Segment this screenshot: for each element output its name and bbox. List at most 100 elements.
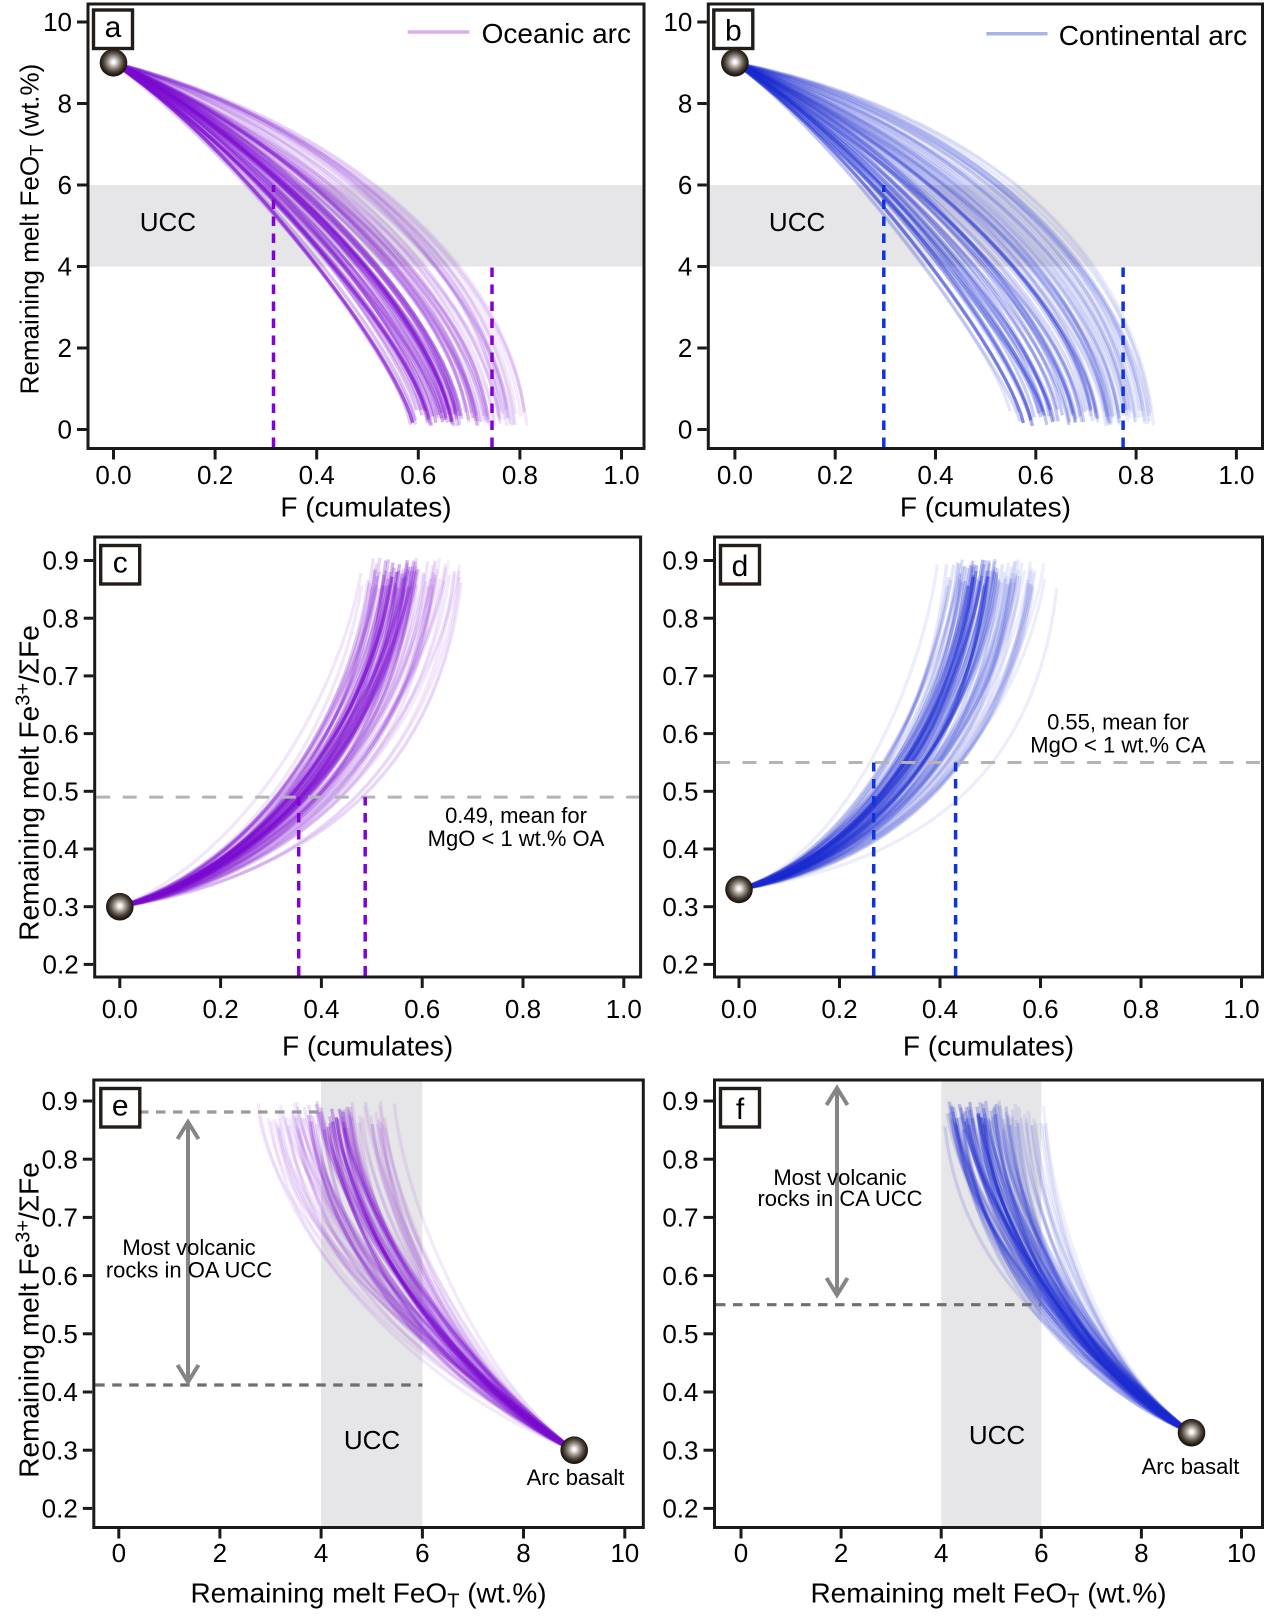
svg-text:0.6: 0.6 xyxy=(1018,460,1054,490)
svg-text:0.5: 0.5 xyxy=(43,777,79,807)
svg-text:0.0: 0.0 xyxy=(721,994,757,1024)
svg-text:4: 4 xyxy=(934,1538,948,1568)
svg-text:2: 2 xyxy=(58,333,72,363)
svg-text:0.8: 0.8 xyxy=(43,603,79,633)
svg-text:F (cumulates): F (cumulates) xyxy=(903,1031,1074,1062)
svg-text:10: 10 xyxy=(1227,1538,1256,1568)
svg-text:0.5: 0.5 xyxy=(42,1319,78,1349)
svg-text:0.0: 0.0 xyxy=(102,994,138,1024)
svg-text:0.8: 0.8 xyxy=(502,460,538,490)
svg-text:0.6: 0.6 xyxy=(1022,994,1058,1024)
svg-text:0.49, mean for: 0.49, mean for xyxy=(445,803,587,828)
svg-text:0.2: 0.2 xyxy=(662,1494,698,1524)
svg-text:0.2: 0.2 xyxy=(43,950,79,980)
svg-text:0.4: 0.4 xyxy=(662,1377,698,1407)
svg-text:1.0: 1.0 xyxy=(603,460,639,490)
svg-text:0.9: 0.9 xyxy=(42,1086,78,1116)
svg-text:0.0: 0.0 xyxy=(717,460,753,490)
svg-text:0: 0 xyxy=(58,415,72,445)
svg-text:8: 8 xyxy=(516,1538,530,1568)
svg-text:Arc basalt: Arc basalt xyxy=(1142,1454,1240,1479)
svg-text:F (cumulates): F (cumulates) xyxy=(280,492,451,523)
svg-text:4: 4 xyxy=(58,252,72,282)
svg-text:6: 6 xyxy=(58,170,72,200)
svg-text:Continental arc: Continental arc xyxy=(1059,20,1247,51)
svg-text:0.8: 0.8 xyxy=(42,1144,78,1174)
svg-text:0.3: 0.3 xyxy=(42,1435,78,1465)
svg-text:0.8: 0.8 xyxy=(662,1144,698,1174)
svg-text:d: d xyxy=(732,550,749,583)
svg-text:UCC: UCC xyxy=(769,207,825,237)
svg-text:0.5: 0.5 xyxy=(662,1319,698,1349)
svg-text:0.4: 0.4 xyxy=(42,1377,78,1407)
svg-text:0: 0 xyxy=(734,1538,748,1568)
svg-text:10: 10 xyxy=(663,7,692,37)
svg-text:0.2: 0.2 xyxy=(821,994,857,1024)
svg-text:Arc basalt: Arc basalt xyxy=(527,1465,625,1490)
svg-text:Remaining melt FeOT (wt.%): Remaining melt FeOT (wt.%) xyxy=(810,1578,1166,1613)
svg-text:Remaining melt FeOT (wt.%): Remaining melt FeOT (wt.%) xyxy=(190,1578,546,1613)
svg-text:6: 6 xyxy=(415,1538,429,1568)
svg-text:0.4: 0.4 xyxy=(662,834,698,864)
svg-text:1.0: 1.0 xyxy=(1223,994,1259,1024)
svg-text:0: 0 xyxy=(678,415,692,445)
svg-text:MgO < 1 wt.% OA: MgO < 1 wt.% OA xyxy=(428,826,605,851)
svg-text:1.0: 1.0 xyxy=(606,994,642,1024)
svg-text:rocks in CA UCC: rocks in CA UCC xyxy=(757,1186,922,1211)
svg-text:6: 6 xyxy=(678,170,692,200)
svg-text:UCC: UCC xyxy=(969,1420,1025,1450)
svg-text:0.6: 0.6 xyxy=(404,994,440,1024)
svg-text:0.3: 0.3 xyxy=(662,892,698,922)
svg-text:0.5: 0.5 xyxy=(662,777,698,807)
svg-text:4: 4 xyxy=(314,1538,328,1568)
svg-text:b: b xyxy=(725,15,742,48)
svg-text:2: 2 xyxy=(678,333,692,363)
svg-text:0.6: 0.6 xyxy=(662,1261,698,1291)
svg-text:0.7: 0.7 xyxy=(43,661,79,691)
svg-text:e: e xyxy=(112,1090,129,1123)
svg-text:Most volcanic: Most volcanic xyxy=(122,1235,255,1260)
svg-text:a: a xyxy=(105,11,122,44)
svg-text:MgO < 1 wt.% CA: MgO < 1 wt.% CA xyxy=(1030,732,1206,757)
svg-text:0.6: 0.6 xyxy=(43,719,79,749)
svg-text:0.7: 0.7 xyxy=(42,1203,78,1233)
svg-text:Remaining melt FeOT (wt.%): Remaining melt FeOT (wt.%) xyxy=(15,64,48,395)
svg-text:UCC: UCC xyxy=(344,1425,400,1455)
svg-text:0.7: 0.7 xyxy=(662,1203,698,1233)
svg-text:0.8: 0.8 xyxy=(505,994,541,1024)
svg-text:0.2: 0.2 xyxy=(817,460,853,490)
svg-text:8: 8 xyxy=(58,89,72,119)
svg-text:Most volcanic: Most volcanic xyxy=(773,1165,906,1190)
svg-text:8: 8 xyxy=(678,89,692,119)
svg-text:0.0: 0.0 xyxy=(95,460,131,490)
svg-text:8: 8 xyxy=(1134,1538,1148,1568)
svg-text:0.9: 0.9 xyxy=(662,546,698,576)
svg-text:4: 4 xyxy=(678,252,692,282)
svg-text:2: 2 xyxy=(213,1538,227,1568)
svg-text:0.6: 0.6 xyxy=(400,460,436,490)
svg-text:0.9: 0.9 xyxy=(662,1086,698,1116)
svg-text:f: f xyxy=(736,1093,745,1126)
svg-text:0.55, mean for: 0.55, mean for xyxy=(1047,709,1189,734)
svg-text:0.7: 0.7 xyxy=(662,661,698,691)
svg-text:1.0: 1.0 xyxy=(1218,460,1254,490)
svg-text:0.6: 0.6 xyxy=(662,719,698,749)
svg-text:0.4: 0.4 xyxy=(922,994,958,1024)
svg-text:0: 0 xyxy=(112,1538,126,1568)
svg-text:0.3: 0.3 xyxy=(662,1435,698,1465)
svg-text:0.8: 0.8 xyxy=(1123,994,1159,1024)
svg-text:2: 2 xyxy=(834,1538,848,1568)
svg-text:0.3: 0.3 xyxy=(43,892,79,922)
svg-text:0.9: 0.9 xyxy=(43,546,79,576)
svg-text:0.4: 0.4 xyxy=(299,460,335,490)
svg-text:0.4: 0.4 xyxy=(43,834,79,864)
svg-text:0.2: 0.2 xyxy=(197,460,233,490)
svg-text:0.6: 0.6 xyxy=(42,1261,78,1291)
svg-text:F (cumulates): F (cumulates) xyxy=(282,1031,453,1062)
svg-text:Oceanic arc: Oceanic arc xyxy=(482,18,631,49)
svg-text:6: 6 xyxy=(1034,1538,1048,1568)
svg-text:0.8: 0.8 xyxy=(1118,460,1154,490)
svg-text:0.4: 0.4 xyxy=(303,994,339,1024)
svg-text:0.2: 0.2 xyxy=(42,1494,78,1524)
svg-text:0.2: 0.2 xyxy=(662,950,698,980)
